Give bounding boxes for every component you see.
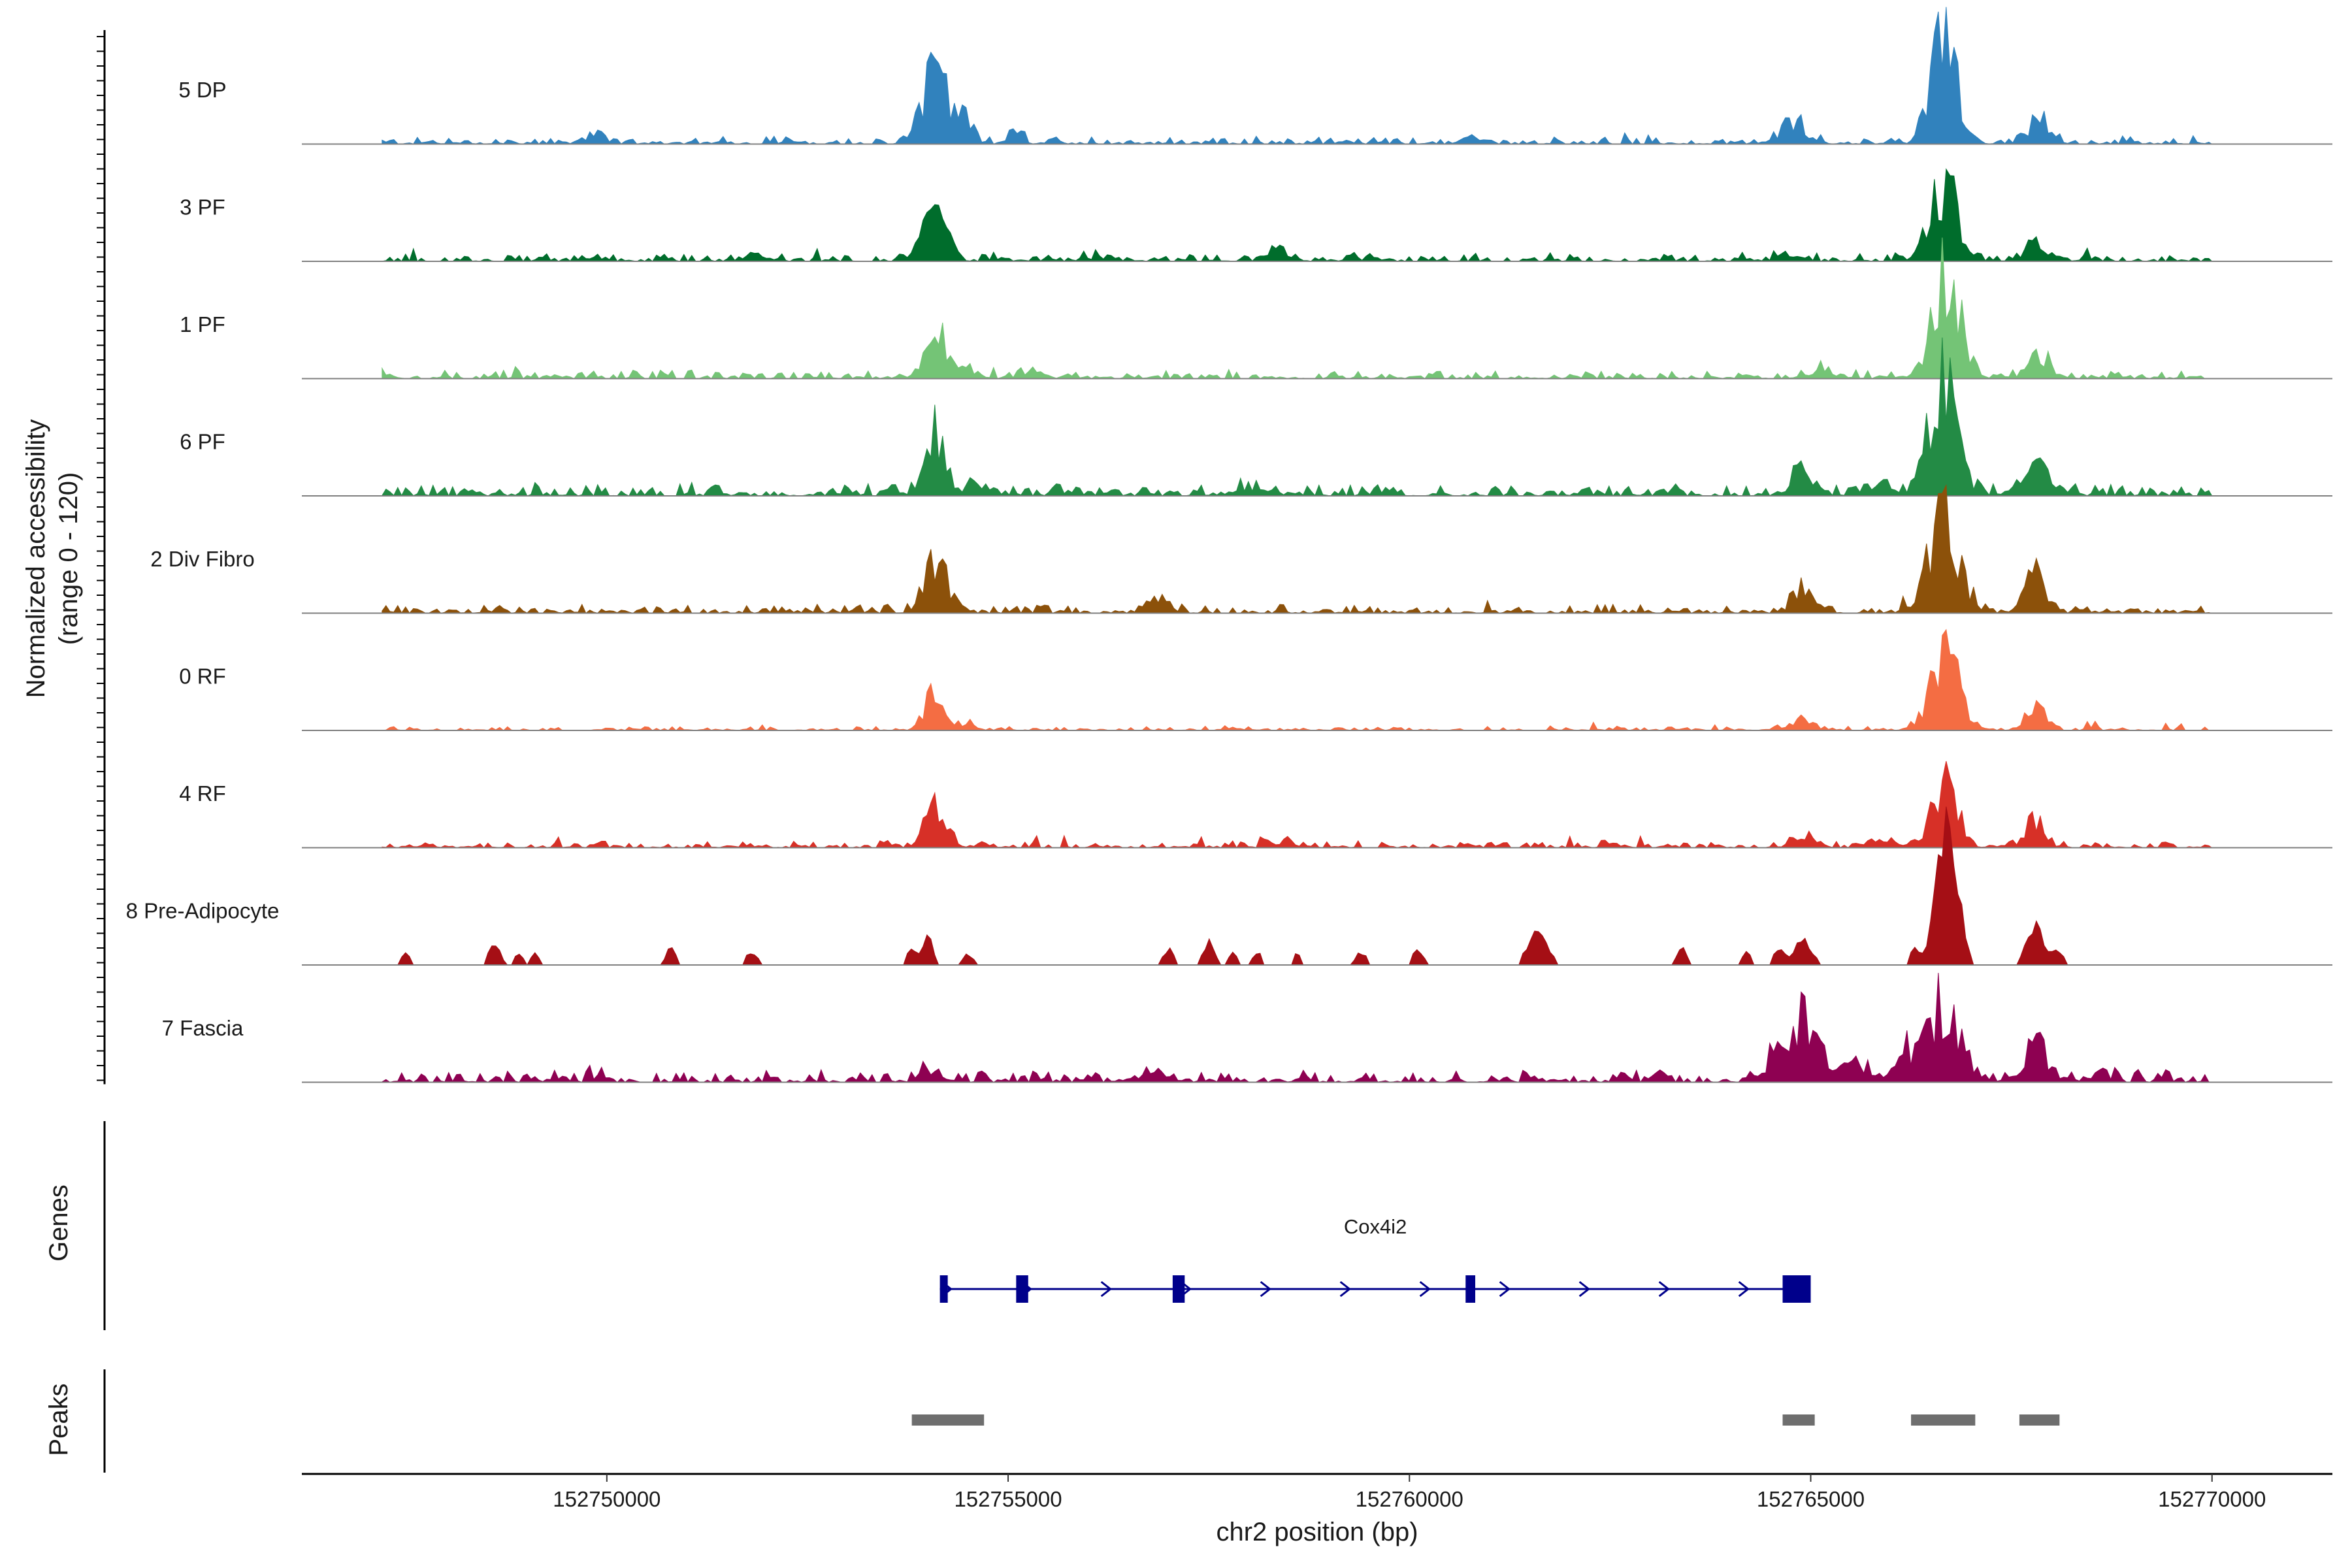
track-6-pf: 6 PF <box>180 337 2332 497</box>
coverage-area <box>382 760 2213 849</box>
peak-track <box>911 1414 2060 1426</box>
track-2-div-fibro: 2 Div Fibro <box>150 483 2332 614</box>
peak-region <box>1911 1414 1976 1426</box>
coverage-tracks: 5 DP 3 PF 1 PF 6 PF 2 Div Fibro 0 RF 4 RF 8 Pre… <box>126 7 2332 1083</box>
x-axis: chr2 position (bp) 152750000 152755000 152… <box>302 1473 2332 1546</box>
track-7-fascia: 7 Fascia <box>162 973 2332 1083</box>
strand-arrow <box>1658 1281 1671 1298</box>
x-tick-label: 152755000 <box>954 1487 1062 1511</box>
peak-region <box>2019 1414 2060 1426</box>
x-axis-title: chr2 position (bp) <box>1216 1518 1418 1546</box>
peaks-track-title: Peaks <box>44 1383 73 1456</box>
coverage-area <box>382 629 2212 731</box>
strand-arrow <box>1100 1281 1113 1298</box>
gene-exon <box>1465 1275 1476 1303</box>
genes-track-title: Genes <box>44 1184 73 1262</box>
gene-exon <box>1016 1275 1028 1303</box>
x-tick-label: 152765000 <box>1757 1487 1865 1511</box>
track-8-pre-adipocyte: 8 Pre-Adipocyte <box>126 806 2332 966</box>
track-label: 4 RF <box>179 781 226 806</box>
track-5-dp: 5 DP <box>178 7 2332 145</box>
strand-arrow <box>1339 1281 1352 1298</box>
y-axis-title: Normalized accessibility <box>22 419 50 698</box>
coverage-area <box>382 237 2212 380</box>
track-3-pf: 3 PF <box>180 168 2332 262</box>
track-label: 2 Div Fibro <box>150 547 255 571</box>
peak-region <box>911 1414 985 1426</box>
y-axis-range: (range 0 - 120) <box>54 472 83 645</box>
strand-arrow <box>1419 1281 1431 1298</box>
track-label: 8 Pre-Adipocyte <box>126 899 280 923</box>
left-axis: Normalized accessibility (range 0 - 120)… <box>22 30 106 1473</box>
strand-arrow <box>1499 1281 1511 1298</box>
coverage-area <box>382 483 2212 614</box>
gene-exon <box>939 1275 948 1303</box>
track-1-pf: 1 PF <box>180 237 2332 380</box>
track-label: 1 PF <box>180 312 225 336</box>
gene-track: Cox4i2 <box>939 1215 1811 1303</box>
track-label: 0 RF <box>179 664 226 689</box>
strand-arrow <box>1260 1281 1272 1298</box>
x-tick-label: 152760000 <box>1356 1487 1463 1511</box>
x-tick-label: 152770000 <box>2158 1487 2266 1511</box>
track-label: 6 PF <box>180 430 225 454</box>
strand-arrow <box>1578 1281 1591 1298</box>
coverage-area <box>382 168 2213 262</box>
gene-name-label: Cox4i2 <box>1344 1215 1407 1238</box>
x-tick-label: 152750000 <box>553 1487 661 1511</box>
peak-region <box>1782 1414 1815 1426</box>
track-label: 3 PF <box>180 195 225 220</box>
coverage-area <box>382 7 2213 145</box>
track-4-rf: 4 RF <box>179 760 2332 849</box>
track-0-rf: 0 RF <box>179 629 2332 731</box>
track-label: 5 DP <box>178 78 226 102</box>
gene-exon <box>1172 1275 1185 1303</box>
strand-arrow <box>1738 1281 1750 1298</box>
coverage-area <box>382 337 2213 497</box>
gene-exon <box>1782 1275 1811 1303</box>
track-label: 7 Fascia <box>162 1016 244 1040</box>
coverage-area <box>382 973 2212 1083</box>
